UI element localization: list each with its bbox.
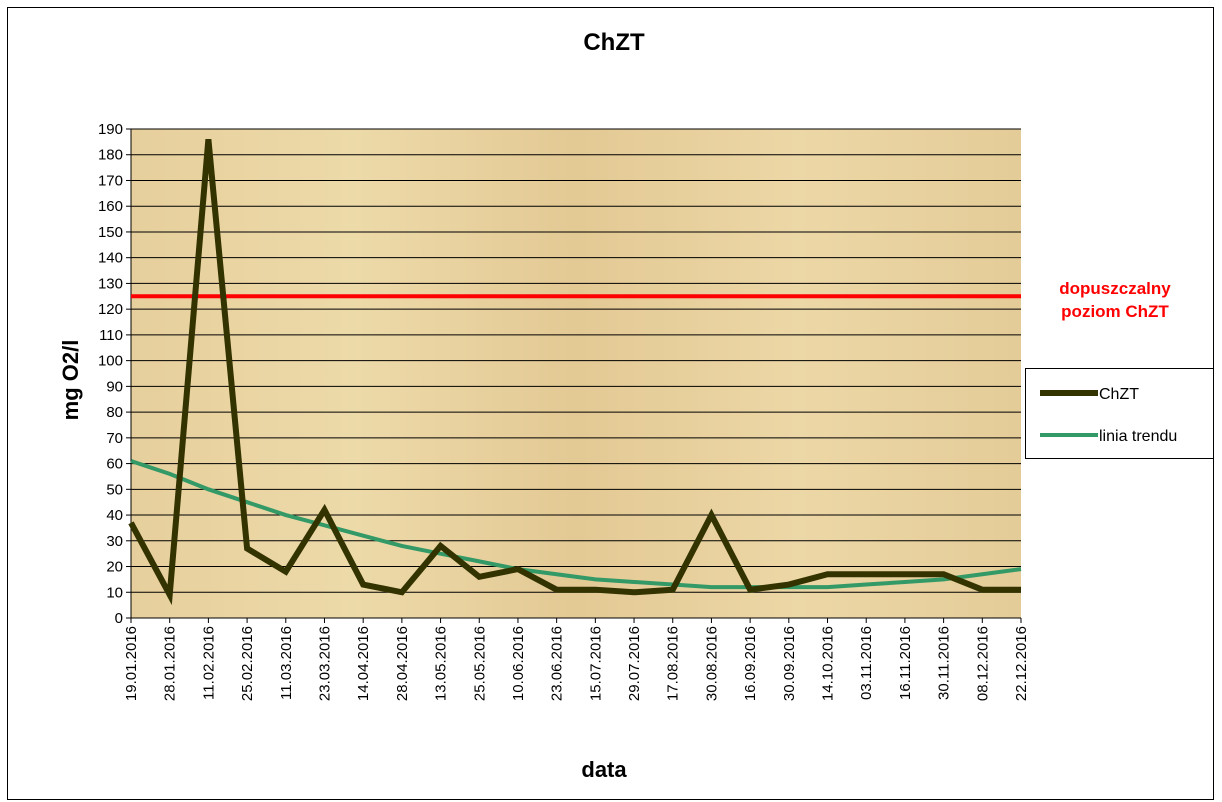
x-tick-label: 13.05.2016 xyxy=(433,626,450,701)
x-tick-label: 15.07.2016 xyxy=(587,626,604,701)
y-tick-label: 170 xyxy=(98,172,123,189)
x-axis-label: data xyxy=(581,757,627,782)
y-tick-label: 40 xyxy=(106,507,123,524)
x-tick-label: 10.06.2016 xyxy=(510,626,527,701)
x-tick-label: 22.12.2016 xyxy=(1013,626,1030,701)
x-tick-label: 30.09.2016 xyxy=(781,626,798,701)
x-tick-label: 11.02.2016 xyxy=(200,626,217,700)
y-tick-label: 0 xyxy=(115,610,123,627)
x-tick-label: 23.06.2016 xyxy=(549,626,566,701)
chart-title: ChZT xyxy=(583,29,645,56)
series-line xyxy=(130,459,1022,590)
x-tick-label: 29.07.2016 xyxy=(626,626,643,701)
legend-label: ChZT xyxy=(1099,386,1139,403)
x-tick-label: 28.04.2016 xyxy=(394,626,411,701)
y-tick-label: 100 xyxy=(98,353,123,370)
y-tick-label: 120 xyxy=(98,301,123,318)
x-tick-label: 08.12.2016 xyxy=(974,626,991,701)
x-tick-label: 16.11.2016 xyxy=(897,626,914,700)
y-tick-label: 130 xyxy=(98,275,123,292)
x-tick-label: 28.01.2016 xyxy=(162,626,179,701)
x-tick-label: 19.01.2016 xyxy=(123,626,140,701)
y-tick-label: 80 xyxy=(106,404,123,421)
y-tick-label: 30 xyxy=(106,533,123,550)
y-tick-label: 70 xyxy=(106,430,123,447)
x-tick-label: 03.11.2016 xyxy=(858,626,875,700)
y-tick-label: 20 xyxy=(106,559,123,576)
x-tick-label: 25.05.2016 xyxy=(471,626,488,701)
x-tick-label: 14.04.2016 xyxy=(355,626,372,701)
y-tick-label: 60 xyxy=(106,456,123,473)
threshold-label: poziom ChZT xyxy=(1061,302,1169,321)
x-tick-label: 16.09.2016 xyxy=(742,626,759,701)
y-axis-label: mg O2/l xyxy=(58,340,83,421)
legend xyxy=(1025,368,1214,459)
x-tick-label: 23.03.2016 xyxy=(316,626,333,701)
x-tick-label: 30.11.2016 xyxy=(936,626,953,700)
series-line xyxy=(128,139,1021,606)
x-tick-label: 30.08.2016 xyxy=(703,626,720,701)
threshold-label: dopuszczalny xyxy=(1059,279,1171,298)
plot-area xyxy=(131,129,1021,618)
y-tick-label: 140 xyxy=(98,250,123,267)
x-tick-label: 11.03.2016 xyxy=(278,626,295,700)
y-tick-label: 110 xyxy=(99,327,123,344)
x-tick-label: 17.08.2016 xyxy=(665,626,682,701)
y-tick-label: 180 xyxy=(98,147,123,164)
y-tick-label: 160 xyxy=(98,198,123,215)
y-tick-label: 150 xyxy=(98,224,123,241)
y-tick-label: 10 xyxy=(106,584,123,601)
x-tick-label: 25.02.2016 xyxy=(239,626,256,701)
x-tick-label: 14.10.2016 xyxy=(820,626,837,701)
y-tick-label: 50 xyxy=(106,481,123,498)
legend-label: linia trendu xyxy=(1099,428,1177,445)
y-tick-label: 90 xyxy=(106,378,123,395)
y-tick-label: 190 xyxy=(98,121,123,138)
